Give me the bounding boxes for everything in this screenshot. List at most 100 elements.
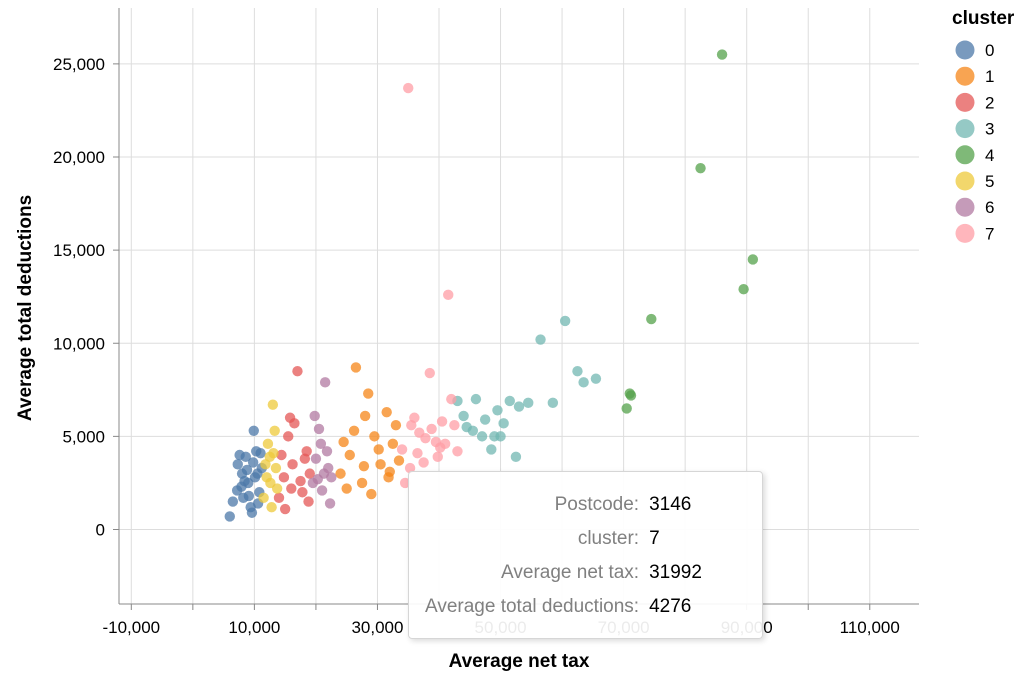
data-point — [535, 334, 546, 345]
data-point — [338, 436, 349, 448]
legend-symbol — [955, 197, 975, 217]
legend-label: 2 — [985, 93, 994, 112]
data-point — [246, 507, 258, 518]
legend: cluster 0 1 2 3 4 5 6 7 — [952, 8, 1015, 243]
data-point — [265, 477, 276, 489]
data-point — [369, 431, 380, 442]
data-point — [252, 468, 263, 479]
tooltip-row-cluster: cluster: 7 — [423, 522, 704, 556]
data-point — [432, 451, 443, 463]
legend-symbol — [955, 92, 975, 112]
data-point — [492, 405, 503, 416]
data-point — [436, 416, 448, 427]
data-point — [267, 399, 279, 410]
data-point — [396, 444, 408, 455]
data-point — [476, 431, 488, 442]
data-point — [590, 373, 602, 384]
data-point — [393, 455, 405, 466]
data-point — [283, 431, 294, 442]
data-point — [470, 393, 482, 405]
data-point — [646, 313, 657, 325]
tooltip-row-net-tax: Average net tax: 31992 — [423, 556, 704, 590]
data-point — [299, 453, 311, 464]
x-tick-label: -10,000 — [102, 618, 160, 637]
data-point — [276, 449, 287, 461]
data-point — [403, 82, 414, 94]
data-point — [513, 401, 525, 412]
data-point — [313, 423, 325, 435]
data-point — [424, 367, 435, 379]
legend-symbol — [955, 119, 975, 139]
data-point — [241, 464, 253, 476]
data-point — [273, 492, 285, 504]
data-point — [498, 418, 509, 429]
data-point — [255, 447, 266, 459]
data-point — [458, 410, 469, 422]
data-point — [286, 483, 297, 494]
data-point — [287, 459, 298, 470]
data-point — [344, 449, 355, 461]
data-point — [489, 431, 500, 442]
data-point — [387, 438, 399, 450]
data-point — [559, 315, 571, 327]
data-point — [486, 444, 497, 455]
data-point — [523, 397, 534, 409]
x-tick-label: 110,000 — [840, 618, 900, 637]
legend-label: 7 — [985, 224, 994, 243]
y-tick-label: 20,000 — [53, 148, 105, 167]
legend-symbol — [955, 171, 975, 191]
data-point — [578, 377, 589, 388]
data-point — [316, 485, 328, 496]
data-point — [262, 438, 274, 450]
data-point — [420, 433, 431, 444]
legend-label: 3 — [985, 120, 994, 139]
y-tick-label: 25,000 — [53, 55, 105, 74]
data-point — [446, 393, 457, 405]
data-point — [409, 412, 420, 423]
data-point — [258, 492, 269, 504]
data-point — [375, 459, 386, 470]
tooltip-key: Postcode: — [554, 494, 640, 515]
data-point — [412, 447, 423, 459]
data-point — [260, 459, 271, 470]
y-tick-label: 0 — [96, 521, 105, 540]
data-point — [232, 459, 243, 470]
data-point — [504, 395, 515, 407]
data-point — [356, 477, 368, 489]
data-point — [224, 511, 235, 522]
data-point — [234, 449, 245, 461]
data-point — [238, 492, 249, 504]
data-point — [227, 496, 239, 507]
data-point — [404, 462, 416, 474]
data-point — [738, 284, 749, 295]
legend-label: 1 — [985, 67, 994, 86]
data-point — [295, 475, 306, 487]
tooltip: Postcode: 3146 cluster: 7 Average net ta… — [408, 471, 763, 639]
data-point — [695, 162, 706, 174]
data-point — [270, 462, 282, 474]
legend-title: cluster — [952, 8, 1015, 29]
data-point — [350, 362, 362, 373]
data-point — [443, 289, 454, 301]
y-tick-label: 5,000 — [62, 427, 105, 446]
data-point — [335, 468, 346, 479]
data-point — [358, 460, 370, 472]
data-point — [449, 420, 460, 431]
data-point — [366, 488, 377, 500]
tooltip-key: cluster: — [577, 528, 640, 549]
data-point — [303, 496, 314, 507]
data-point — [297, 487, 308, 498]
data-point — [248, 425, 259, 436]
data-point — [439, 438, 451, 450]
legend-label: 4 — [985, 146, 994, 165]
data-point — [373, 444, 384, 455]
data-point — [266, 501, 277, 513]
data-point — [304, 468, 315, 479]
data-point — [247, 457, 259, 468]
tooltip-row-deductions: Average total deductions: 4276 — [423, 590, 704, 624]
data-point — [359, 410, 371, 422]
data-point — [236, 481, 247, 492]
data-point — [341, 483, 352, 494]
data-point — [510, 451, 522, 463]
